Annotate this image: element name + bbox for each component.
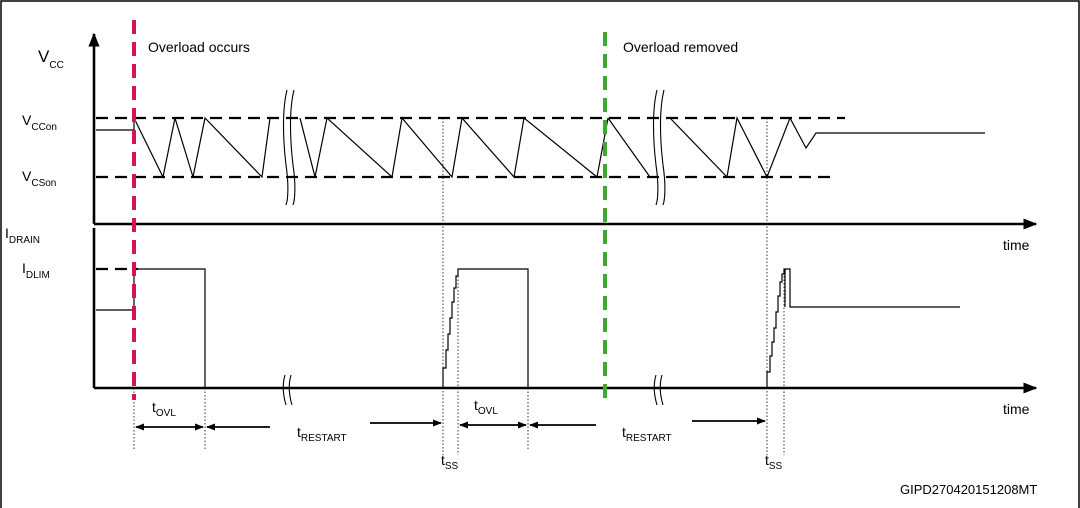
idrain-axis-label: IDRAIN [5, 225, 40, 246]
idrain-waveform-segment [442, 268, 529, 388]
tss-label-1: tSS [441, 452, 459, 472]
time-axis-label-top: time [1003, 237, 1030, 253]
idrain-waveform-segment [96, 268, 206, 388]
idrain-waveform-segment [766, 268, 960, 388]
figure-code: GIPD270420151208MT [900, 482, 1037, 497]
vcc-waveform-segment [607, 117, 651, 178]
trestart-label-2: tRESTART [622, 424, 672, 444]
vcc-waveform-segment [96, 116, 271, 179]
axis-break-symbol [652, 89, 666, 206]
idlim-label: IDLIM [22, 260, 50, 281]
axis-break-symbol [282, 89, 296, 206]
time-axis-label-bottom: time [1003, 401, 1030, 417]
tss-label-2: tSS [765, 452, 783, 472]
vccon-label: VCCon [22, 112, 57, 133]
axis-break-symbol [282, 374, 293, 406]
vcson-label: VCSon [22, 168, 56, 189]
tovl-label-2: tOVL [474, 397, 498, 417]
trestart-label-1: tRESTART [297, 424, 347, 444]
overload-occurs-label: Overload occurs [148, 39, 250, 55]
vcc-axis-label: VCC [38, 47, 64, 71]
overload-removed-label: Overload removed [623, 39, 738, 55]
vcc-waveform-segment [299, 116, 609, 179]
vcc-waveform-segment [669, 116, 985, 179]
tovl-label-1: tOVL [152, 399, 176, 419]
axis-break-symbol [653, 374, 664, 406]
